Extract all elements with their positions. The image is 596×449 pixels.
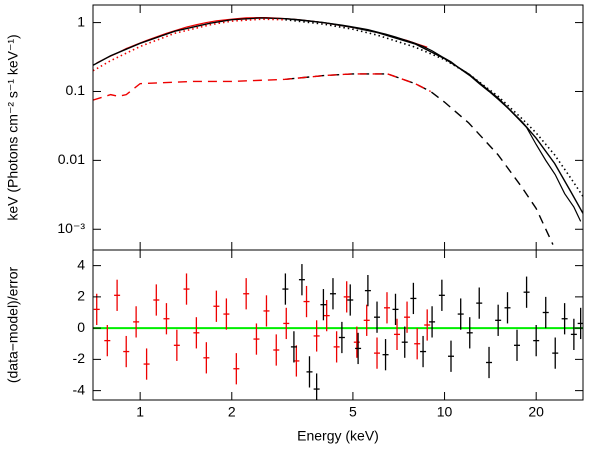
x-tick-label: 1 [136,404,144,420]
y-axis-label: keV (Photons cm⁻² s⁻¹ keV⁻¹) [5,34,21,220]
y-tick-label: 4 [77,256,85,272]
x-tick-label: 2 [228,404,236,420]
plot-area [93,264,583,400]
x-tick-label: 10 [437,404,453,420]
model-line [93,17,583,214]
y-tick-label: 0.01 [58,151,85,167]
x-axis-label: Energy (keV) [297,428,379,444]
model-line [285,18,583,197]
model-line [93,18,286,72]
y-tick-label: 0 [77,319,85,335]
panel-frame [92,249,584,401]
x-tick-label: 5 [349,404,357,420]
y-tick-label: 1 [77,13,85,29]
data-line [96,17,428,64]
y-tick-label: 10⁻³ [57,220,85,236]
model-line [93,73,431,101]
y-tick-label: 0.1 [66,82,86,98]
model-line [285,73,554,245]
y-tick-label: -4 [73,381,86,397]
plot-area [93,17,583,245]
data-line [285,18,582,222]
panel-frame [92,4,584,251]
y-tick-label: -2 [73,350,86,366]
y-tick-label: 2 [77,288,85,304]
x-tick-label: 20 [528,404,544,420]
y-axis-label: (data−model)/error [5,266,21,383]
